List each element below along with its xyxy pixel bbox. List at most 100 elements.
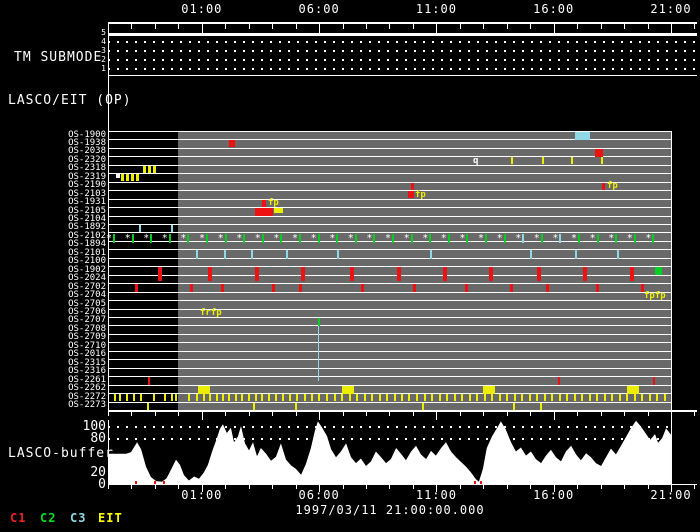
eit-tick (386, 394, 388, 402)
buffer-ytick-label: 100 (82, 419, 106, 434)
eit-tick (431, 394, 433, 402)
os-row-separator (108, 350, 671, 352)
buffer-axis-tick (694, 485, 696, 489)
synoptic-tick (206, 234, 208, 244)
buffer-axis-tick (459, 485, 461, 489)
ruler-tick (412, 411, 414, 416)
eit-tick (574, 394, 576, 402)
tm-submode-level-label: 5 (101, 28, 106, 37)
ruler-tick (154, 411, 156, 416)
day-shade-region (178, 131, 671, 410)
eit-tick (268, 394, 270, 402)
eit-tick (394, 394, 396, 402)
time-tick-label: 16:00 (533, 488, 575, 502)
os-grid-right-border (670, 131, 672, 484)
ruler-tick (178, 411, 180, 416)
os-row-separator (108, 384, 671, 386)
ruler-tick (694, 24, 696, 29)
event-mark-red (301, 267, 305, 282)
os-row-label: OS-2016 (68, 349, 106, 360)
ruler-tick (225, 24, 227, 29)
synoptic-tick (652, 234, 655, 244)
buffer-axis-tick (248, 485, 250, 489)
synoptic-asterisk: * (292, 233, 299, 245)
eit-tick (469, 394, 471, 402)
time-tick-label: 06:00 (298, 488, 340, 502)
os-row-separator (108, 342, 671, 344)
eit-tick (126, 394, 128, 402)
os-row-separator (108, 240, 671, 242)
eit-tick (356, 394, 358, 402)
os-row-separator (108, 190, 671, 192)
ruler-tick (647, 411, 649, 416)
eit-tick (491, 394, 493, 402)
os-row-label: OS-2316 (68, 366, 106, 377)
synoptic-tick (243, 234, 246, 244)
legend-item-c3: C3 (70, 511, 87, 525)
event-mark-red (158, 267, 162, 282)
os-row-separator (108, 223, 671, 225)
buffer-axis-tick (366, 485, 368, 489)
ruler-tick (553, 24, 555, 33)
event-text-annotation: frfp (200, 308, 222, 319)
os-row-label: OS-2710 (68, 340, 106, 351)
event-mark-cyan (224, 250, 226, 260)
ruler-tick (577, 24, 579, 29)
ruler-tick (670, 24, 672, 33)
os-row-separator (108, 198, 671, 200)
eit-tick (521, 394, 523, 402)
eit-tick (454, 394, 456, 402)
time-tick-label: 16:00 (533, 2, 575, 16)
buffer-axis-tick (389, 485, 391, 489)
os-row-separator (108, 266, 671, 268)
synoptic-asterisk: * (161, 233, 168, 245)
os-row-separator (108, 257, 671, 259)
synoptic-asterisk: * (608, 233, 615, 245)
os-row-label: OS-1892 (68, 222, 106, 233)
eit-tick (596, 394, 598, 402)
synoptic-tick (150, 234, 153, 244)
timestamp-label: 1997/03/11 21:00:00.000 (295, 503, 485, 517)
event-mark-red (641, 284, 644, 293)
eit-tick (114, 394, 116, 402)
ruler-tick (436, 24, 438, 33)
event-mark-yellow (542, 157, 544, 165)
event-mark-red (299, 284, 302, 293)
eit-tick (589, 394, 591, 402)
eit-tick (282, 394, 284, 402)
buffer-ytick-label: 80 (90, 430, 106, 446)
eit-tick (289, 394, 291, 402)
buffer-area-series (108, 420, 671, 484)
event-mark-red (558, 377, 560, 386)
buffer-axis-tick (342, 485, 344, 489)
os-row-label: OS-2102 (68, 230, 106, 241)
eit-tick (649, 394, 651, 402)
ruler-tick (154, 24, 156, 29)
synoptic-asterisk: * (180, 233, 187, 245)
eit-tick (379, 394, 381, 402)
eit-tick (484, 394, 486, 402)
os-row-separator (108, 333, 671, 335)
os-row-label: OS-2100 (68, 256, 106, 267)
eit-tick (248, 394, 250, 402)
buffer-axis-tick (201, 485, 203, 492)
synoptic-asterisk: * (385, 233, 392, 245)
ruler-line (108, 409, 697, 412)
os-row-separator (108, 215, 671, 217)
buffer-gridline (108, 437, 671, 440)
event-mark-cyan (575, 132, 590, 140)
eit-tick (235, 394, 237, 402)
tm-submode-gridline (108, 50, 697, 52)
ruler-tick (319, 411, 321, 420)
os-row-label: OS-2318 (68, 163, 106, 174)
synoptic-asterisk: * (347, 233, 354, 245)
synoptic-tick (596, 234, 599, 244)
os-row-separator (108, 393, 671, 395)
os-row-label: OS-2704 (68, 290, 106, 301)
buffer-red-mark (153, 481, 156, 484)
eit-tick (222, 394, 224, 402)
os-row-separator (108, 316, 671, 318)
event-mark-cyan (286, 250, 288, 260)
os-row-label: OS-1938 (68, 137, 106, 148)
